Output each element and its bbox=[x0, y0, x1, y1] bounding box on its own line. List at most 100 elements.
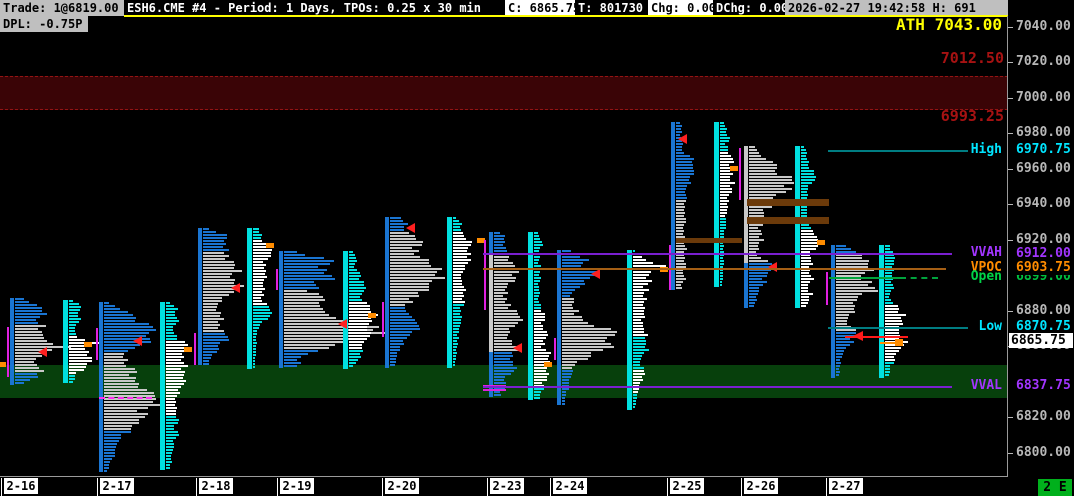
tpo-bar bbox=[15, 361, 34, 363]
tpo-spine-seg bbox=[744, 302, 748, 305]
tpo-bar bbox=[749, 182, 794, 184]
axis-level-label: 6970.75 bbox=[1016, 143, 1074, 157]
vol-bar bbox=[166, 467, 170, 469]
vol-bar bbox=[885, 260, 894, 262]
vol-bar bbox=[253, 288, 265, 290]
tpo-bar bbox=[562, 361, 577, 363]
date-box[interactable]: 2-17 bbox=[100, 478, 134, 494]
vol-bar bbox=[166, 407, 177, 409]
vol-bar bbox=[633, 265, 666, 267]
date-box[interactable]: 2-18 bbox=[199, 478, 233, 494]
axis-tick bbox=[1008, 311, 1013, 312]
tpo-bar bbox=[104, 380, 135, 382]
tpo-bar bbox=[104, 317, 136, 319]
vol-bar bbox=[253, 366, 255, 368]
tpo-spine-seg bbox=[744, 284, 748, 287]
vol-bar bbox=[166, 431, 178, 433]
vol-bar bbox=[166, 416, 176, 418]
tpo-bar bbox=[494, 367, 517, 369]
chart-surface[interactable]: High VVAH VPOC Open Low VVAL bbox=[0, 16, 1008, 477]
vol-bar bbox=[534, 340, 543, 342]
corner-badge[interactable]: 2 E bbox=[1038, 479, 1072, 496]
date-box[interactable]: 2-24 bbox=[553, 478, 587, 494]
date-box[interactable]: 2-19 bbox=[280, 478, 314, 494]
axis-price-label: 6940.00 bbox=[1016, 196, 1071, 211]
vol-bar bbox=[253, 342, 257, 344]
vol-bar bbox=[633, 367, 644, 369]
tpo-bar bbox=[676, 260, 684, 262]
date-box[interactable]: 2-25 bbox=[670, 478, 704, 494]
tpo-bar bbox=[836, 338, 850, 340]
tpo-bar bbox=[749, 158, 766, 160]
tpo-bar bbox=[562, 370, 573, 372]
vol-bar bbox=[166, 308, 178, 310]
tpo-bar bbox=[390, 223, 408, 225]
vol-bar bbox=[69, 375, 75, 377]
tpo-spine-seg bbox=[489, 370, 493, 373]
tpo-bar bbox=[104, 422, 139, 424]
price-axis[interactable]: 7040.00 7020.00 7000.00 6980.00 6960.00 6940.… bbox=[1008, 16, 1074, 477]
vol-bar bbox=[166, 392, 180, 394]
vol-bar bbox=[633, 403, 636, 405]
vol-bar bbox=[885, 302, 893, 304]
vol-bar bbox=[166, 314, 175, 316]
vol-bar bbox=[453, 226, 460, 228]
tpo-bar bbox=[494, 334, 508, 336]
vol-bar bbox=[253, 243, 266, 245]
vol-bar bbox=[69, 369, 84, 371]
tpo-bar bbox=[15, 349, 52, 351]
tpo-spine-seg bbox=[489, 376, 493, 379]
tpo-bar bbox=[390, 307, 405, 309]
tpo-bar bbox=[749, 173, 777, 175]
axis-tick bbox=[1008, 240, 1013, 241]
tpo-bar bbox=[390, 241, 423, 243]
vol-bar bbox=[534, 241, 542, 243]
vol-bar bbox=[453, 313, 460, 315]
vol-bar bbox=[720, 182, 735, 184]
tpo-bar bbox=[104, 398, 156, 400]
tpo-bar bbox=[836, 374, 839, 376]
vol-bar bbox=[453, 274, 461, 276]
vol-bar bbox=[534, 304, 541, 306]
vol-bar bbox=[801, 206, 807, 208]
tpo-bar bbox=[203, 321, 218, 323]
date-box[interactable]: 2-23 bbox=[490, 478, 524, 494]
tpo-bar bbox=[749, 239, 764, 241]
vol-bar bbox=[633, 286, 643, 288]
date-box[interactable]: 2-20 bbox=[385, 478, 419, 494]
tpo-bar bbox=[749, 281, 767, 283]
vol-bar bbox=[633, 397, 637, 399]
date-box[interactable]: 2-26 bbox=[744, 478, 778, 494]
tpo-spine-seg bbox=[744, 254, 748, 257]
vol-bar bbox=[720, 158, 733, 160]
tpo-bar bbox=[203, 231, 216, 233]
tpo-bar bbox=[562, 391, 566, 393]
date-box[interactable]: 2-27 bbox=[829, 478, 863, 494]
vol-bar bbox=[633, 355, 642, 357]
tpo-bar bbox=[836, 275, 861, 277]
axis-price-label: 7040.00 bbox=[1016, 19, 1071, 34]
tpo-bar bbox=[203, 318, 224, 320]
vol-bar bbox=[166, 401, 176, 403]
tpo-bar bbox=[562, 400, 565, 402]
value-area-marker bbox=[669, 245, 671, 290]
tpo-bar bbox=[676, 284, 681, 286]
vol-bar bbox=[453, 307, 460, 309]
vol-bar bbox=[801, 287, 808, 289]
tpo-bar bbox=[203, 324, 220, 326]
session-separator bbox=[196, 478, 197, 496]
tpo-bar bbox=[203, 315, 220, 317]
axis-price-label: 7020.00 bbox=[1016, 54, 1071, 69]
tpo-bar bbox=[836, 263, 868, 265]
tpo-bar bbox=[15, 331, 42, 333]
vol-bar bbox=[633, 313, 644, 315]
vol-bar bbox=[69, 357, 92, 359]
tpo-spine-seg bbox=[744, 293, 748, 296]
tpo-bar bbox=[836, 323, 847, 325]
date-box[interactable]: 2-16 bbox=[4, 478, 38, 494]
vol-bar bbox=[534, 274, 539, 276]
tpo-spine-seg bbox=[489, 277, 493, 280]
vol-bar bbox=[801, 281, 810, 283]
tpo-spine-seg bbox=[489, 283, 493, 286]
vol-bar bbox=[69, 315, 78, 317]
